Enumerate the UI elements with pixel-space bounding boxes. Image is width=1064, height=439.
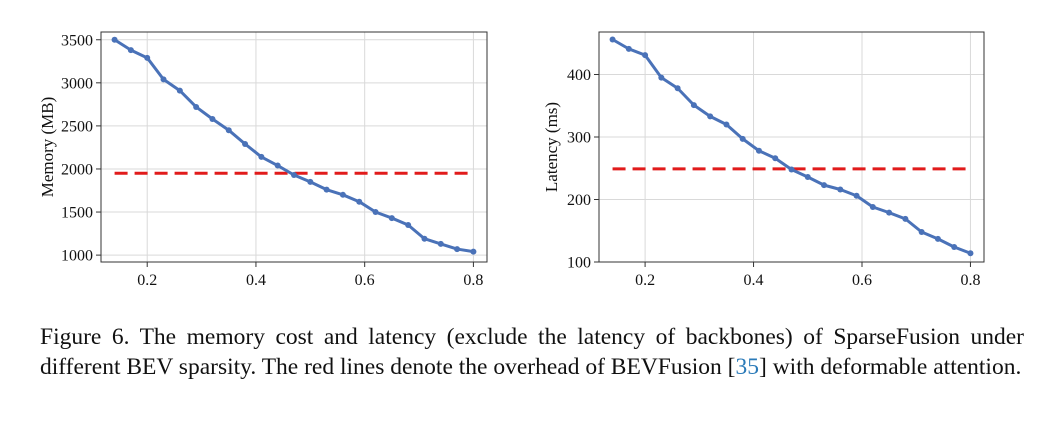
- y-tick-label: 2500: [61, 118, 93, 135]
- data-point: [934, 235, 941, 242]
- x-tick-label: 0.4: [246, 272, 266, 289]
- data-point: [788, 166, 795, 173]
- data-point: [821, 182, 828, 189]
- data-point: [804, 174, 811, 180]
- plot-frame: [598, 31, 985, 263]
- data-point: [323, 186, 330, 193]
- data-point: [454, 246, 461, 253]
- data-point: [176, 87, 183, 94]
- data-point: [869, 204, 876, 210]
- figure-caption: Figure 6. The memory cost and latency (e…: [40, 322, 1024, 382]
- data-point: [902, 215, 909, 222]
- data-point: [658, 74, 665, 81]
- y-tick-label: 2000: [61, 161, 93, 178]
- data-point: [707, 113, 714, 120]
- data-point: [886, 209, 893, 216]
- x-tick-label: 0.4: [744, 272, 764, 289]
- citation-link[interactable]: 35: [735, 354, 760, 380]
- x-tick-label: 0.8: [463, 272, 483, 289]
- data-point: [307, 178, 314, 185]
- x-tick-label: 0.2: [635, 272, 655, 289]
- data-point: [291, 171, 297, 178]
- x-tick-label: 0.6: [355, 272, 375, 289]
- y-tick-label: 1500: [61, 205, 93, 222]
- x-tick-label: 0.8: [960, 272, 980, 289]
- y-tick-label: 1000: [61, 248, 93, 265]
- data-point: [739, 135, 746, 142]
- data-point: [690, 102, 697, 109]
- x-tick-label: 0.6: [852, 272, 872, 289]
- data-point: [674, 85, 681, 92]
- data-point: [609, 36, 616, 43]
- data-point: [421, 235, 428, 242]
- series-line: [113, 38, 474, 254]
- data-point: [258, 153, 265, 160]
- latency-chart: 0.2 0.4 0.6 0.8 100 200 300 400 Latency (ms): [542, 31, 985, 289]
- data-point: [209, 116, 216, 123]
- caption-text-end: ] with deformable attention.: [759, 354, 1022, 380]
- y-axis-label: Latency (ms): [542, 102, 561, 192]
- data-point: [242, 140, 249, 147]
- y-axis-label: Memory (MB): [38, 97, 57, 198]
- data-point: [193, 103, 200, 110]
- data-point: [388, 215, 395, 222]
- y-tick-label: 100: [567, 255, 591, 272]
- data-point: [853, 192, 860, 199]
- data-point: [918, 229, 925, 235]
- caption-text-start: Figure 6. The memory cost and latency (e…: [40, 324, 1024, 380]
- data-point: [225, 127, 232, 134]
- y-tick-label: 3500: [61, 32, 93, 49]
- data-point: [951, 244, 958, 250]
- y-tick-label: 3000: [61, 75, 93, 92]
- y-tick-label: 200: [567, 192, 591, 209]
- y-tick-label: 300: [567, 130, 591, 147]
- data-point: [470, 248, 477, 255]
- data-point: [372, 209, 379, 216]
- data-point: [723, 121, 730, 128]
- plot-frame: [100, 31, 488, 263]
- data-point: [625, 45, 632, 52]
- data-point: [772, 155, 779, 162]
- x-tick-label: 0.2: [137, 272, 157, 289]
- data-point: [356, 198, 363, 205]
- memory-chart: 0.2 0.4 0.6 0.8 1000 1500 2000 2500 3000 3500 Memo…: [38, 31, 488, 289]
- data-point: [405, 221, 412, 228]
- data-point: [127, 47, 134, 54]
- data-point: [111, 36, 118, 43]
- data-point: [967, 250, 974, 257]
- data-point: [755, 147, 762, 154]
- data-point: [642, 52, 649, 59]
- data-point: [437, 240, 444, 247]
- data-point: [339, 191, 346, 198]
- data-point: [160, 76, 167, 83]
- series-line: [611, 38, 971, 255]
- y-tick-label: 400: [567, 67, 591, 84]
- data-point: [837, 186, 844, 193]
- data-point: [274, 162, 281, 169]
- data-point: [144, 54, 151, 61]
